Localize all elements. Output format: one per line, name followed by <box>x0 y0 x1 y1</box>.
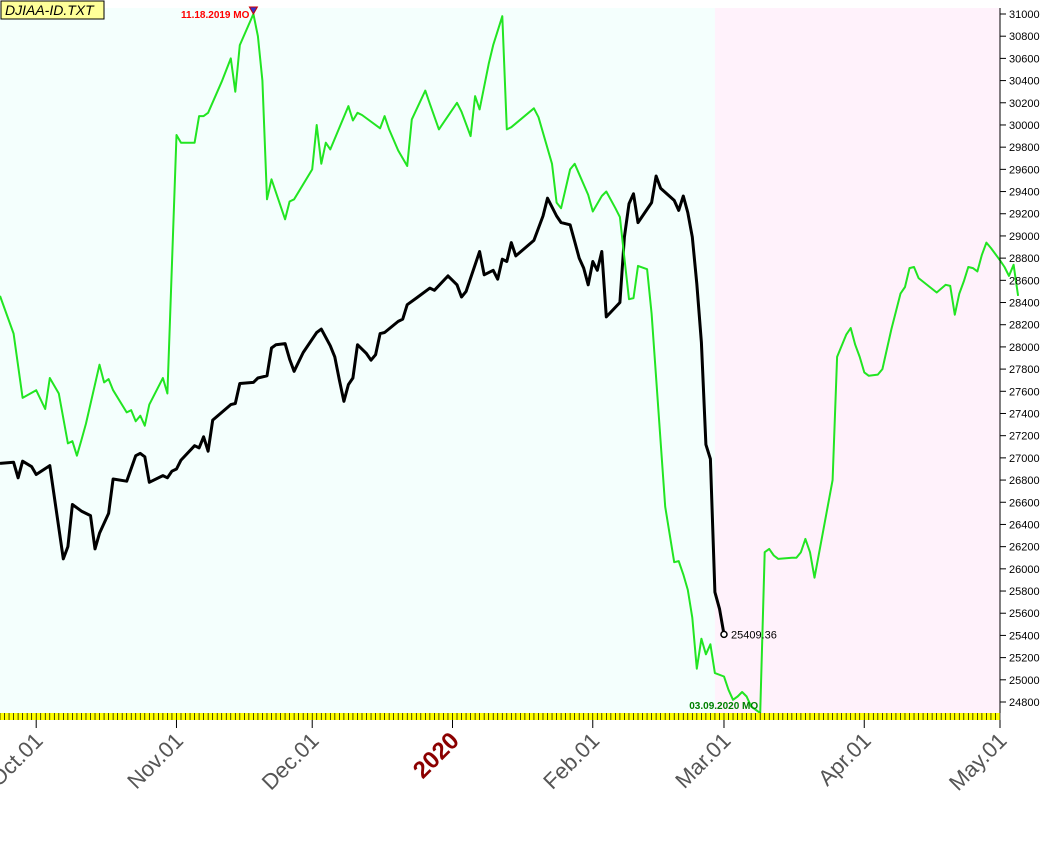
y-tick-label: 27400 <box>1009 408 1040 420</box>
y-tick-label: 29400 <box>1009 187 1040 199</box>
y-tick-label: 30200 <box>1009 98 1040 110</box>
y-tick-label: 30600 <box>1009 53 1040 65</box>
y-tick-label: 28200 <box>1009 320 1040 332</box>
y-tick-label: 31000 <box>1009 9 1040 21</box>
y-tick-label: 27600 <box>1009 386 1040 398</box>
y-tick-label: 30800 <box>1009 31 1040 43</box>
y-tick-label: 25200 <box>1009 653 1040 665</box>
x-axis-ruler-marks <box>0 713 1001 720</box>
y-tick-label: 26200 <box>1009 542 1040 554</box>
series-secondary-line <box>0 13 1020 715</box>
y-tick-label: 25600 <box>1009 608 1040 620</box>
y-tick-label: 27000 <box>1009 453 1040 465</box>
y-tick-label: 27200 <box>1009 431 1040 443</box>
y-tick-label: 26400 <box>1009 519 1040 531</box>
low-marker-label: 03.09.2020 MO <box>689 701 758 712</box>
y-tick-label: 28000 <box>1009 342 1040 354</box>
y-tick-label: 29000 <box>1009 231 1040 243</box>
high-marker-icon <box>248 6 259 16</box>
y-tick-label: 25000 <box>1009 675 1040 687</box>
last-value-marker <box>720 630 728 639</box>
y-tick-label: 25800 <box>1009 586 1040 598</box>
y-tick-label: 29200 <box>1009 209 1040 221</box>
high-marker-label: 11.18.2019 MO <box>181 10 250 21</box>
y-tick-label: 27800 <box>1009 364 1040 376</box>
y-tick-label: 24800 <box>1009 697 1040 709</box>
y-tick-label: 29800 <box>1009 142 1040 154</box>
y-tick-label: 28800 <box>1009 253 1040 265</box>
series-group <box>0 13 1020 715</box>
y-tick-label: 25400 <box>1009 630 1040 642</box>
future-region <box>714 8 1000 713</box>
past-region <box>0 8 715 713</box>
y-tick-label: 26600 <box>1009 497 1040 509</box>
y-tick-label: 29600 <box>1009 164 1040 176</box>
y-tick-label: 26000 <box>1009 564 1040 576</box>
markers-group: 25409.36 11.18.2019 MO 03.09.2020 MO <box>181 6 777 720</box>
y-tick-label: 28400 <box>1009 298 1040 310</box>
chart-title: DJIAA-ID.TXT <box>5 2 95 18</box>
y-tick-label: 30400 <box>1009 76 1040 88</box>
y-axis: 24800 25000 25200 25400 25600 25800 26000 26200… <box>1000 9 1040 709</box>
y-tick-label: 28600 <box>1009 275 1040 287</box>
x-axis-ruler <box>0 713 1000 720</box>
title-box <box>0 0 105 20</box>
y-tick-label: 30000 <box>1009 120 1040 132</box>
chart-title-box: DJIAA-ID.TXT <box>0 0 105 20</box>
last-value-label: 25409.36 <box>731 629 777 641</box>
y-tick-label: 26800 <box>1009 475 1040 487</box>
